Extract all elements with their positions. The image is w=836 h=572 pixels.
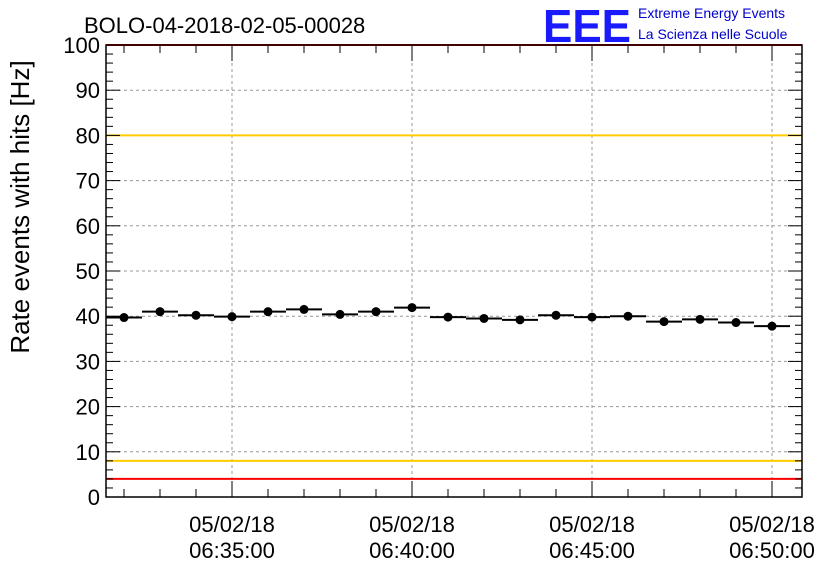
x-tick-time-label: 06:45:00 xyxy=(549,538,635,563)
y-tick-label: 80 xyxy=(76,123,100,148)
data-point xyxy=(695,314,705,324)
y-tick-label: 30 xyxy=(76,349,100,374)
y-tick-label: 60 xyxy=(76,214,100,239)
eee-logo-line2: La Scienza nelle Scuole xyxy=(638,26,788,42)
data-point xyxy=(623,311,633,321)
reference-lines xyxy=(106,44,802,480)
axes: 010203040506070809010005/02/1806:35:0005… xyxy=(63,33,815,563)
y-tick-label: 90 xyxy=(76,78,100,103)
data-point xyxy=(767,321,777,331)
y-tick-label: 20 xyxy=(76,395,100,420)
data-point xyxy=(263,307,273,317)
data-point xyxy=(515,315,525,325)
y-tick-label: 70 xyxy=(76,169,100,194)
data-point xyxy=(227,312,237,322)
data-point xyxy=(119,313,129,323)
data-point xyxy=(659,317,669,327)
eee-logo-line1: Extreme Energy Events xyxy=(638,5,785,21)
x-tick-date-label: 05/02/18 xyxy=(189,512,275,537)
data-point xyxy=(407,303,417,313)
y-tick-label: 0 xyxy=(88,485,100,510)
y-tick-label: 50 xyxy=(76,259,100,284)
data-points xyxy=(106,303,790,331)
x-tick-date-label: 05/02/18 xyxy=(729,512,815,537)
y-axis-label: Rate events with hits [Hz] xyxy=(5,60,35,353)
data-point xyxy=(479,313,489,323)
data-point xyxy=(335,309,345,319)
chart-title: BOLO-04-2018-02-05-00028 xyxy=(84,13,365,38)
y-tick-label: 100 xyxy=(63,33,100,58)
data-point xyxy=(551,310,561,320)
x-tick-date-label: 05/02/18 xyxy=(549,512,635,537)
x-tick-time-label: 06:35:00 xyxy=(189,538,275,563)
eee-logo: EEE Extreme Energy Events La Scienza nel… xyxy=(543,0,788,52)
x-tick-time-label: 06:50:00 xyxy=(729,538,815,563)
eee-logo-mark: EEE xyxy=(543,0,631,52)
x-tick-time-label: 06:40:00 xyxy=(369,538,455,563)
data-point xyxy=(443,312,453,322)
data-point xyxy=(299,304,309,314)
data-point xyxy=(155,307,165,317)
y-tick-label: 10 xyxy=(76,440,100,465)
data-point xyxy=(191,310,201,320)
x-tick-date-label: 05/02/18 xyxy=(369,512,455,537)
data-point xyxy=(587,312,597,322)
y-tick-label: 40 xyxy=(76,304,100,329)
grid xyxy=(106,45,802,497)
data-point xyxy=(731,318,741,328)
data-point xyxy=(371,307,381,317)
